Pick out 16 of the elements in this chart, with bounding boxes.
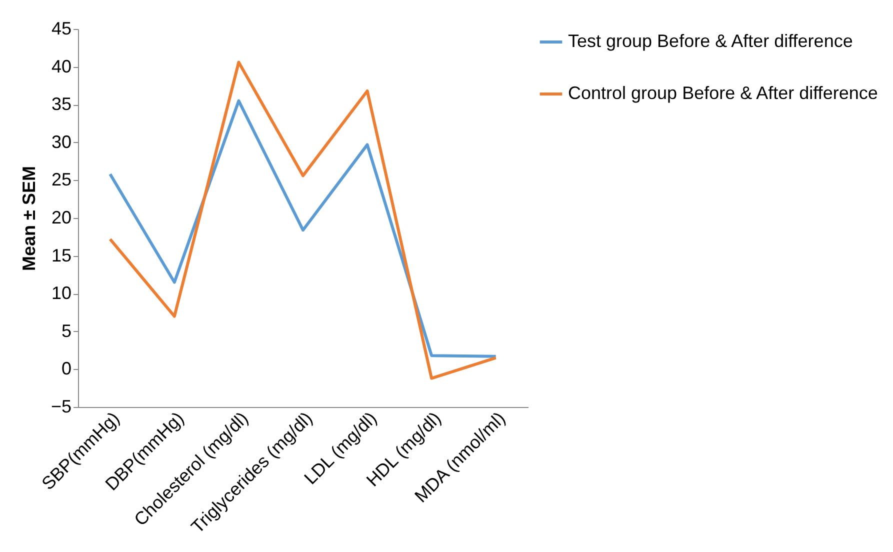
y-tick-label: 5 xyxy=(61,320,72,341)
y-tick-label: 20 xyxy=(51,208,72,228)
legend-label: Control group Before & After difference xyxy=(568,83,878,103)
y-axis-title: Mean ± SEM xyxy=(18,166,39,271)
y-tick-label: 25 xyxy=(51,170,72,190)
y-tick-label: −5 xyxy=(50,396,72,416)
y-tick-label: 40 xyxy=(51,56,72,76)
line-series xyxy=(108,99,498,358)
y-tick-label: 15 xyxy=(51,245,72,266)
y-tick-label: 30 xyxy=(51,132,72,152)
y-tick-label: 45 xyxy=(51,18,72,38)
line-series xyxy=(108,60,498,380)
y-tick-label: 35 xyxy=(51,94,72,114)
y-tick-label: 0 xyxy=(61,358,72,379)
legend-label: Test group Before & After difference xyxy=(568,31,853,51)
y-tick-label: 10 xyxy=(51,283,72,304)
